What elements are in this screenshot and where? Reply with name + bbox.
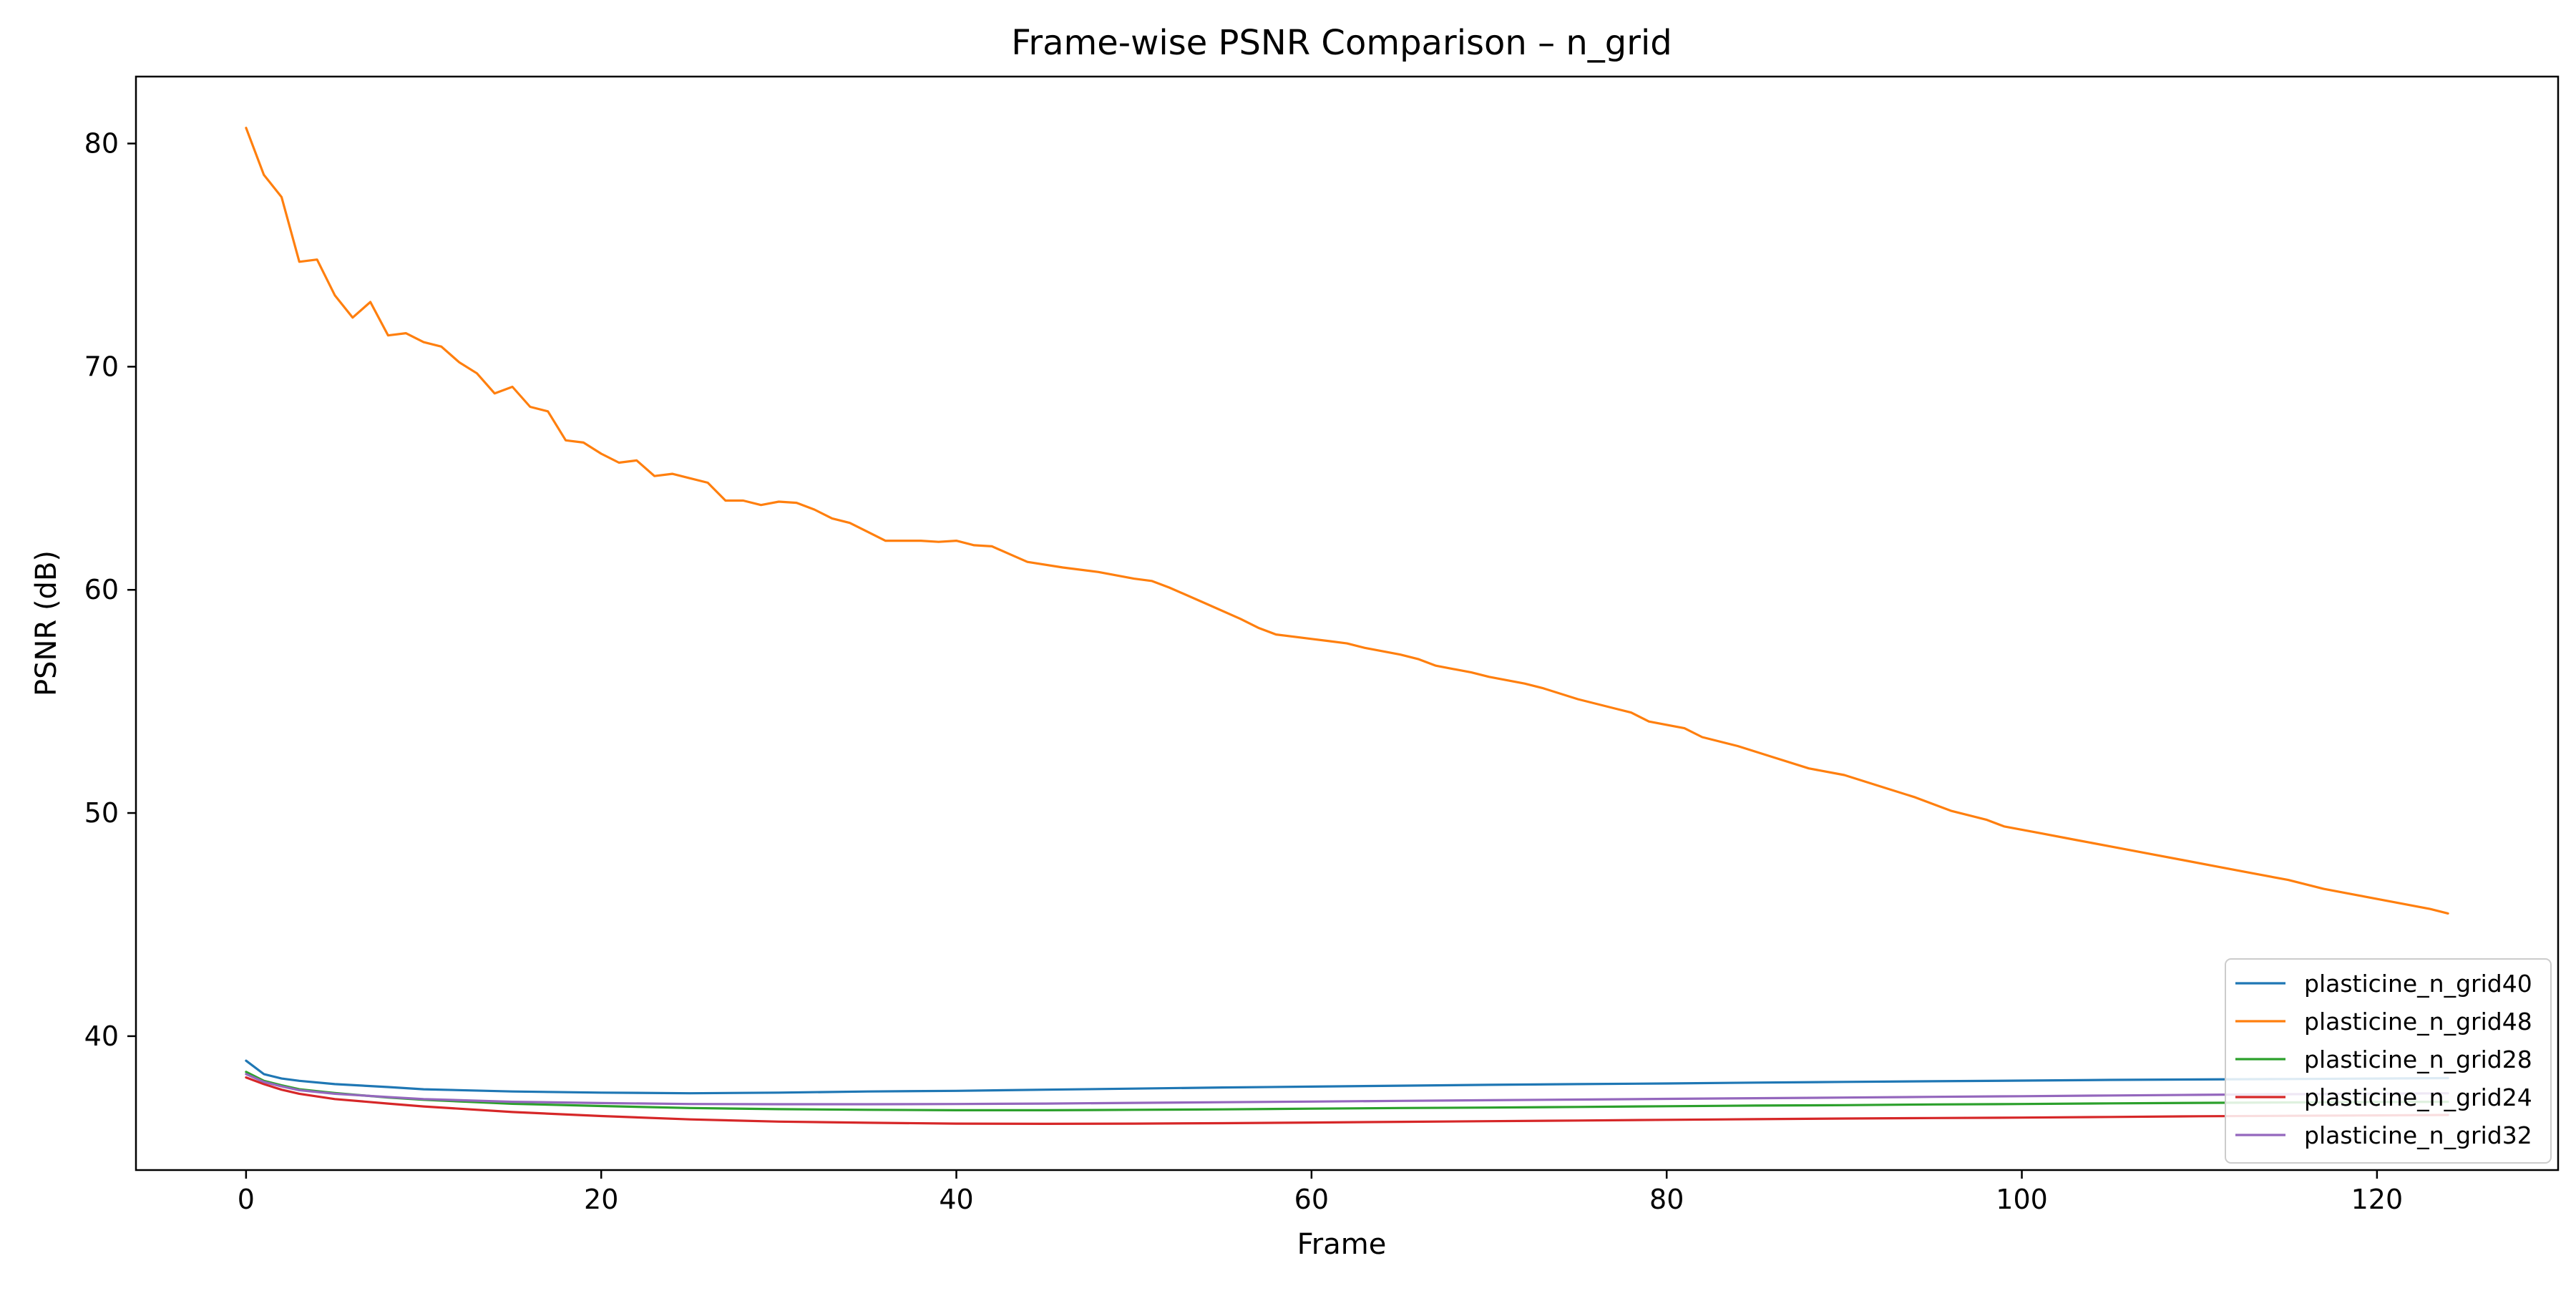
x-tick-label: 0 — [238, 1184, 255, 1215]
x-axis-label: Frame — [1297, 1228, 1387, 1261]
y-tick-label: 70 — [84, 351, 119, 382]
y-tick-label: 50 — [84, 797, 119, 829]
x-tick-label: 100 — [1996, 1184, 2048, 1215]
plot-frame — [135, 75, 2560, 1171]
series-line-plasticine_n_grid48 — [245, 127, 2449, 915]
x-tick-label: 80 — [1649, 1184, 1684, 1215]
y-axis-ticks: 40 50 60 70 80 — [84, 128, 136, 1052]
legend-label: plasticine_n_grid40 — [2304, 970, 2532, 998]
x-tick-label: 120 — [2351, 1184, 2404, 1215]
y-axis-label: PSNR (dB) — [30, 550, 63, 696]
chart-title: Frame-wise PSNR Comparison – n_grid — [1011, 23, 1672, 63]
legend-label: plasticine_n_grid28 — [2304, 1046, 2532, 1073]
plot-lines — [245, 127, 2449, 1125]
series-line-plasticine_n_grid40 — [245, 1059, 2449, 1095]
y-tick-label: 60 — [84, 574, 119, 605]
series-line-plasticine_n_grid32 — [245, 1073, 2449, 1106]
legend-label: plasticine_n_grid48 — [2304, 1008, 2532, 1036]
y-tick-label: 80 — [84, 128, 119, 160]
x-axis-ticks: 0 20 40 60 80 100 120 — [238, 1170, 2403, 1215]
x-tick-label: 60 — [1294, 1184, 1329, 1215]
x-tick-label: 40 — [939, 1184, 973, 1215]
legend: plasticine_n_grid40 plasticine_n_grid48pl… — [2225, 958, 2552, 1164]
x-tick-label: 20 — [584, 1184, 618, 1215]
series-line-plasticine_n_grid24 — [245, 1076, 2449, 1125]
legend-label: plasticine_n_grid24 — [2304, 1083, 2532, 1111]
legend-label: plasticine_n_grid32 — [2304, 1121, 2532, 1149]
y-tick-label: 40 — [84, 1020, 119, 1052]
legend-box — [2225, 958, 2552, 1164]
